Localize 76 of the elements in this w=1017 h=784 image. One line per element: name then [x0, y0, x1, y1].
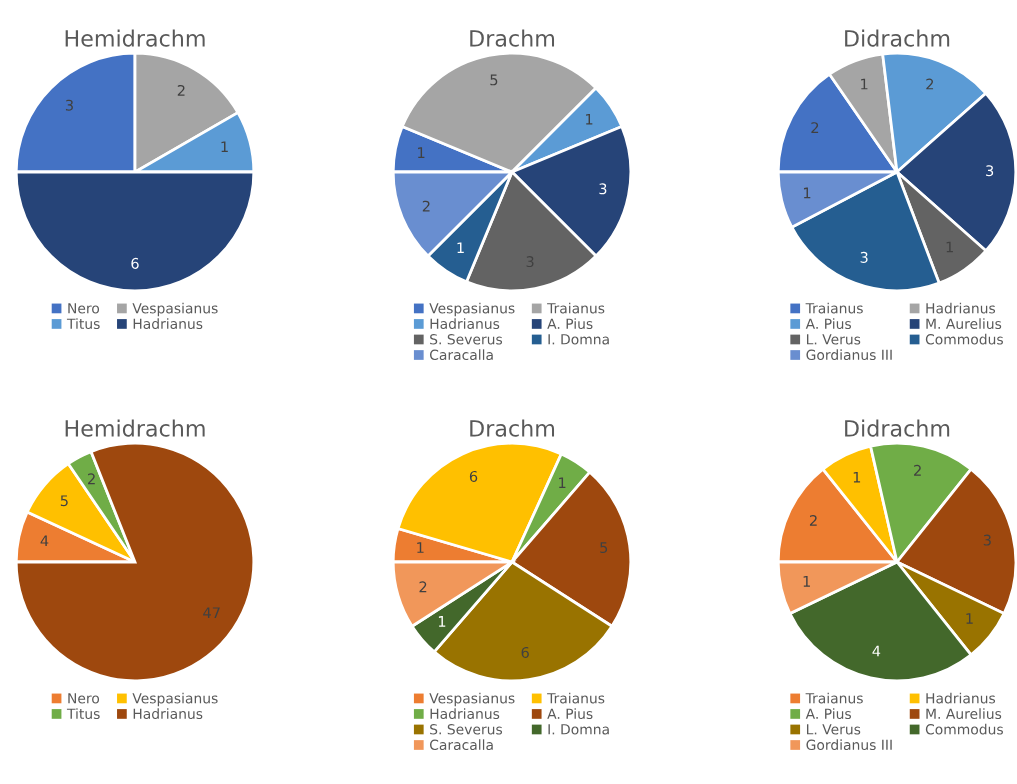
data-label: 3 — [983, 534, 991, 546]
legend-label: A. Pius — [805, 318, 851, 330]
legend-label: A. Pius — [547, 708, 593, 720]
legend-label: Traianus — [547, 302, 605, 314]
chart-title: Drachm — [470, 29, 555, 47]
data-label: 3 — [65, 99, 73, 111]
data-label: 3 — [599, 183, 607, 195]
legend-label: Vespasianus — [429, 692, 515, 707]
legend-label: Gordianus III — [806, 349, 892, 361]
legend-label: L. Verus — [807, 334, 861, 345]
legend-label: I. Domna — [548, 724, 609, 735]
legend-label: L. Verus — [807, 724, 861, 735]
legend-label: Vespasianus — [429, 302, 515, 317]
data-label: 1 — [586, 113, 593, 125]
chart-title: Hemidrachm — [65, 419, 205, 437]
legend-label: Hadrianus — [430, 318, 500, 330]
legend-label: I. Domna — [548, 334, 609, 345]
data-label: 5 — [60, 495, 68, 507]
data-label: 1 — [559, 477, 566, 489]
data-label: 6 — [521, 646, 529, 658]
data-label: 1 — [438, 616, 446, 627]
data-label: 2 — [926, 78, 934, 90]
legend-label: Hadrianus — [926, 692, 996, 704]
legend-label: S. Severus — [430, 334, 503, 345]
legend-label: M. Aurelius — [926, 318, 1002, 330]
data-label: 5 — [490, 74, 498, 86]
chart-title: Hemidrachm — [65, 29, 205, 47]
legend-label: Gordianus III — [806, 739, 892, 751]
legend-label: S. Severus — [430, 724, 503, 735]
legend-label: Nero — [68, 693, 100, 704]
legend-label: Hadrianus — [133, 318, 203, 330]
legend-label: Traianus — [547, 692, 605, 704]
data-label: 4 — [872, 645, 881, 657]
data-label: 2 — [809, 514, 817, 526]
data-label: 3 — [986, 165, 994, 177]
legend-label: Hadrianus — [926, 302, 996, 314]
legend-label: Titus — [66, 318, 100, 330]
legend-label: Caracalla — [429, 739, 493, 751]
data-label: 1 — [803, 187, 811, 199]
legend-label: Traianus — [805, 692, 863, 704]
legend-label: Caracalla — [429, 349, 493, 361]
data-label: 5 — [600, 542, 608, 554]
data-label: 3 — [860, 251, 868, 263]
legend-label: Hadrianus — [133, 708, 203, 720]
legend-label: Vespasianus — [132, 692, 218, 707]
legend-label: M. Aurelius — [926, 708, 1002, 720]
data-label: 1 — [417, 542, 424, 553]
chart-title: Didrachm — [845, 29, 950, 47]
data-label: 6 — [131, 257, 139, 269]
legend-label: Commodus — [925, 333, 1003, 345]
data-label: 4 — [40, 535, 49, 547]
data-label: 1 — [418, 147, 425, 158]
legend-label: Traianus — [805, 302, 863, 314]
legend-label: A. Pius — [547, 318, 593, 330]
data-label: 1 — [803, 576, 810, 587]
data-label: 2 — [811, 122, 819, 133]
data-label: 2 — [419, 581, 427, 593]
data-label: 1 — [457, 242, 464, 254]
data-label: 2 — [88, 473, 95, 485]
legend-label: A. Pius — [805, 708, 851, 720]
legend-label: Vespasianus — [132, 302, 218, 317]
data-label: 1 — [966, 613, 973, 624]
data-label: 1 — [861, 78, 868, 90]
legend-label: Commodus — [925, 723, 1003, 735]
data-label: 2 — [177, 84, 185, 96]
data-label: 2 — [914, 464, 921, 476]
chart-title: Didrachm — [845, 419, 950, 437]
legend-label: Nero — [68, 303, 100, 314]
data-label: 2 — [422, 200, 430, 212]
legend-label: Hadrianus — [430, 708, 500, 720]
legend-label: Titus — [66, 708, 100, 720]
data-label: 1 — [853, 471, 861, 483]
data-label: 6 — [469, 470, 478, 482]
data-label: 1 — [221, 141, 228, 153]
data-label: 47 — [203, 607, 220, 619]
chart-title: Drachm — [470, 419, 555, 437]
